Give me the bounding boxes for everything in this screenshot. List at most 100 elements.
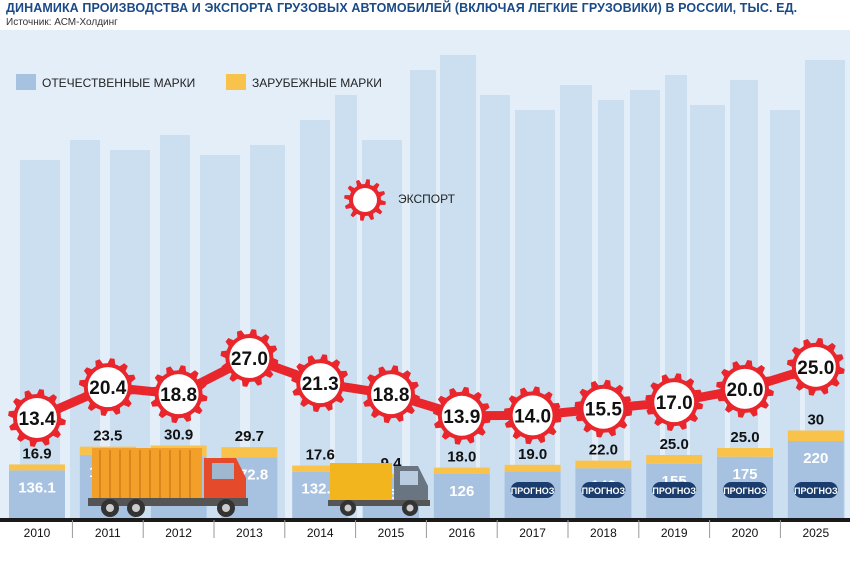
export-gear-2010-face — [17, 398, 57, 438]
tick-label-2020: 2020 — [732, 526, 759, 540]
label-foreign-2019: 25.0 — [660, 436, 689, 453]
export-gear-2016 — [432, 386, 491, 445]
export-gear-2012-face — [158, 374, 199, 415]
tick-label-2016: 2016 — [448, 526, 475, 540]
forecast-badge-label: ПРОГНОЗ — [652, 486, 696, 496]
export-value-2013: 27.0 — [231, 349, 268, 370]
bar-foreign-2025 — [787, 430, 844, 441]
tick-label-2019: 2019 — [661, 526, 688, 540]
forecast-badge-label: ПРОГНОЗ — [723, 486, 767, 496]
legend-domestic-label: ОТЕЧЕСТВЕННЫЕ МАРКИ — [42, 76, 195, 90]
skyline-background — [0, 30, 850, 520]
export-gear-2025-face — [795, 346, 836, 387]
forecast-badge-2018: ПРОГНОЗ — [581, 482, 626, 498]
export-gear-2020-face — [725, 368, 765, 409]
tick-separator — [71, 520, 73, 538]
forecast-badge-label: ПРОГНОЗ — [582, 486, 626, 496]
forecast-badge-bg — [510, 482, 555, 498]
yellow-truck-illustration — [328, 463, 430, 516]
tick-separator — [425, 520, 427, 538]
label-foreign-2020: 25.0 — [730, 429, 759, 446]
export-gear-2017-face — [512, 395, 553, 436]
forecast-badge-bg — [723, 482, 767, 498]
legend-foreign-label: ЗАРУБЕЖНЫЕ МАРКИ — [252, 76, 382, 90]
export-value-2015: 18.8 — [373, 385, 410, 406]
label-foreign-2016: 18.0 — [447, 449, 476, 466]
label-foreign-2025: 30 — [807, 412, 824, 429]
label-foreign-2012: 30.9 — [164, 427, 193, 444]
tick-separator — [284, 520, 286, 538]
export-gear-2014 — [291, 354, 350, 413]
export-value-2018: 15.5 — [585, 400, 622, 421]
label-domestic-2025: 220 — [803, 450, 828, 467]
forecast-badge-bg — [793, 482, 838, 498]
export-gear-2019 — [645, 373, 704, 431]
export-gear-2020 — [716, 360, 774, 418]
tick-separator — [355, 520, 357, 538]
orange-truck-illustration — [88, 448, 248, 517]
tick-separator — [213, 520, 215, 538]
label-foreign-2017: 19.0 — [518, 446, 547, 463]
forecast-badge-2025: ПРОГНОЗ — [793, 482, 838, 498]
label-domestic-2010: 136.1 — [18, 479, 56, 496]
export-gear-2011 — [78, 358, 137, 416]
bar-domestic-2025 — [787, 441, 844, 518]
legend-export-gear — [344, 179, 386, 221]
export-gear-2013 — [220, 329, 279, 387]
forecast-badge-bg — [581, 482, 626, 498]
tick-label-2025: 2025 — [802, 526, 829, 540]
bar-foreign-2020 — [717, 448, 773, 457]
export-value-2012: 18.8 — [160, 385, 197, 406]
forecast-badge-label: ПРОГНОЗ — [794, 486, 838, 496]
label-foreign-2013: 29.7 — [235, 428, 264, 445]
export-gear-2012 — [149, 365, 208, 424]
forecast-badge-bg — [652, 482, 697, 498]
label-domestic-2016: 126 — [449, 483, 474, 500]
label-foreign-2010: 16.9 — [22, 445, 51, 462]
tick-label-2018: 2018 — [590, 526, 617, 540]
export-gear-2019-face — [654, 382, 695, 423]
tick-label-2010: 2010 — [24, 526, 51, 540]
bar-foreign-2018 — [575, 460, 632, 469]
tick-label-2017: 2017 — [519, 526, 546, 540]
export-value-2016: 13.9 — [443, 407, 480, 428]
export-line-layer: 13.4 20.4 18.8 27.0 21.3 18.8 13.9 14.0 15.5 17.0… — [8, 329, 845, 447]
chart-title: ДИНАМИКА ПРОИЗВОДСТВА И ЭКСПОРТА ГРУЗОВЫ… — [6, 1, 798, 15]
tick-separator — [142, 520, 144, 538]
tick-label-2011: 2011 — [95, 526, 121, 540]
tick-separator — [709, 520, 711, 538]
bar-foreign-2013 — [221, 447, 278, 458]
chart-source: Источник: АСМ-Холдинг — [6, 17, 118, 28]
export-value-2011: 20.4 — [89, 378, 126, 399]
label-foreign-2011: 23.5 — [93, 428, 122, 445]
tick-label-2013: 2013 — [236, 526, 263, 540]
bar-foreign-2017 — [504, 464, 561, 472]
label-foreign-2018: 22.0 — [589, 442, 618, 459]
tick-separator — [779, 520, 781, 538]
export-gear-2025 — [786, 337, 845, 396]
export-gear-2018 — [574, 379, 633, 438]
x-axis-line — [0, 518, 850, 522]
export-value-2025: 25.0 — [797, 358, 834, 379]
legend-export-gear-shape — [344, 179, 386, 221]
label-domestic-2020: 175 — [732, 466, 757, 483]
export-value-2019: 17.0 — [656, 393, 693, 414]
forecast-badge-label: ПРОГНОЗ — [511, 486, 555, 496]
export-gear-2015-face — [371, 374, 411, 415]
export-gear-2017 — [503, 386, 562, 445]
tick-label-2012: 2012 — [165, 526, 192, 540]
tick-separator — [567, 520, 569, 538]
bar-foreign-2014 — [292, 465, 349, 472]
label-domestic-2014: 132.2 — [301, 481, 339, 498]
tick-label-2014: 2014 — [307, 526, 334, 540]
export-gear-2015 — [362, 365, 420, 424]
forecast-badge-2020: ПРОГНОЗ — [723, 482, 767, 498]
bar-domestic-2010 — [9, 470, 65, 518]
tick-separator — [638, 520, 640, 538]
export-value-2017: 14.0 — [514, 406, 551, 427]
forecast-badge-2019: ПРОГНОЗ — [652, 482, 696, 498]
legend-export-gear-shape-face — [353, 188, 377, 212]
label-foreign-2014: 17.6 — [306, 447, 335, 464]
bar-foreign-2016 — [433, 467, 490, 474]
